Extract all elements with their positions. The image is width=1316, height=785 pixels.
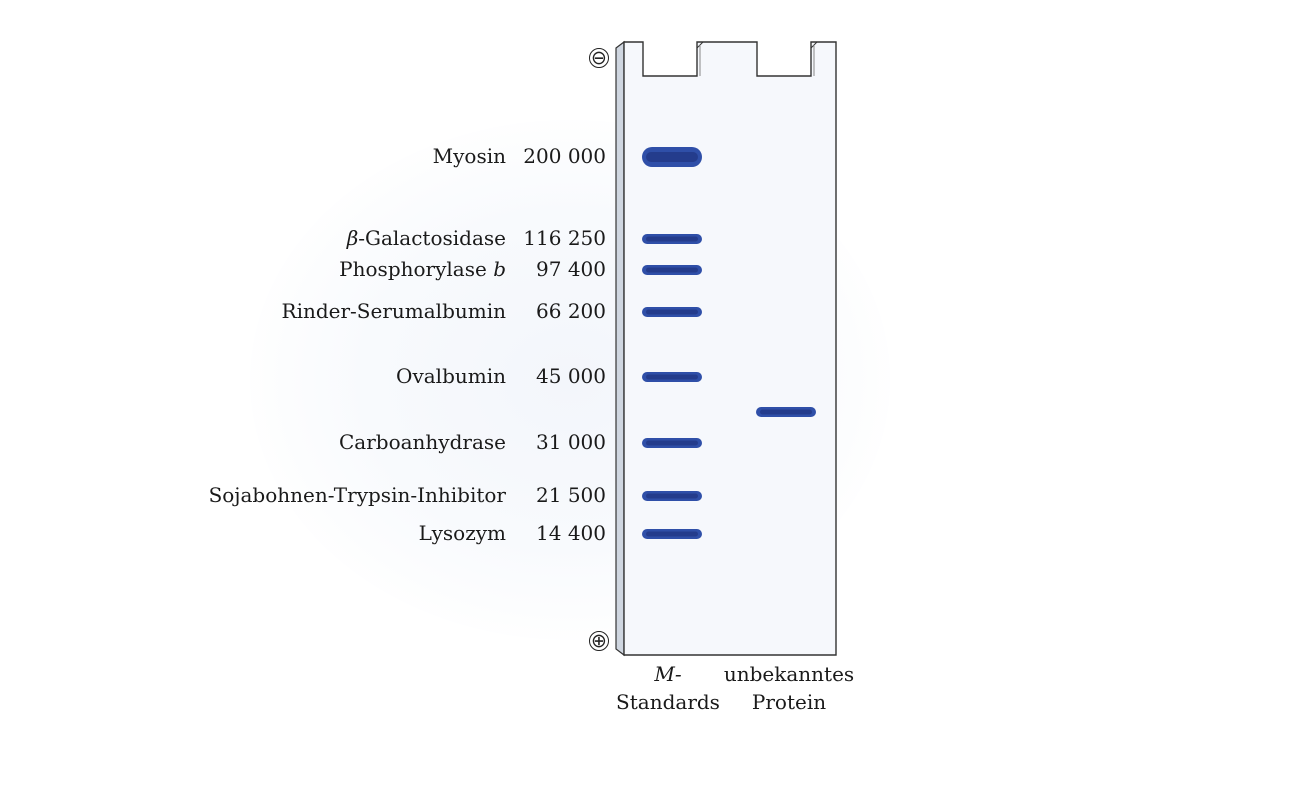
marker-band-core: [646, 309, 698, 315]
lane-label-line2: Standards: [616, 690, 720, 714]
marker-name: Sojabohnen-Trypsin-Inhibitor: [208, 483, 506, 507]
marker-band-core: [646, 493, 698, 499]
marker-band-core: [646, 236, 698, 242]
lane-label-unknown: unbekanntes Protein: [720, 660, 858, 716]
marker-band-core: [646, 267, 698, 273]
gel-body: [623, 41, 837, 656]
gel-side-edge: [615, 40, 625, 657]
unknown-protein-band-core: [760, 409, 812, 415]
anode-symbol: ⊕: [589, 631, 609, 651]
lane-label-line1: unbekanntes: [723, 662, 855, 686]
marker-band-core: [646, 374, 698, 380]
cathode-symbol: ⊖: [589, 48, 609, 68]
marker-mass: 21 500: [536, 483, 606, 507]
marker-band-core: [646, 440, 698, 446]
marker-name: Rinder-Serumalbumin: [281, 299, 506, 323]
marker-mass: 31 000: [536, 430, 606, 454]
marker-mass: 66 200: [536, 299, 606, 323]
marker-mass: 14 400: [536, 521, 606, 545]
marker-band-core: [646, 531, 698, 537]
lane-label-standards: M- Standards: [606, 660, 730, 716]
lane-label-line2: Protein: [751, 690, 827, 714]
marker-mass: 97 400: [536, 257, 606, 281]
lane-label-line1: M-: [654, 662, 682, 686]
marker-name: Ovalbumin: [396, 364, 506, 388]
marker-mass: 200 000: [523, 144, 606, 168]
marker-name: Carboanhydrase: [338, 430, 506, 454]
marker-name: Myosin: [432, 144, 506, 168]
marker-name: β-Galactosidase: [346, 226, 506, 250]
gel-bands: [642, 147, 816, 539]
marker-name: Lysozym: [418, 521, 506, 545]
marker-mass: 116 250: [523, 226, 606, 250]
marker-mass: 45 000: [536, 364, 606, 388]
marker-name: Phosphorylase b: [339, 257, 506, 281]
marker-band-core: [646, 152, 698, 162]
